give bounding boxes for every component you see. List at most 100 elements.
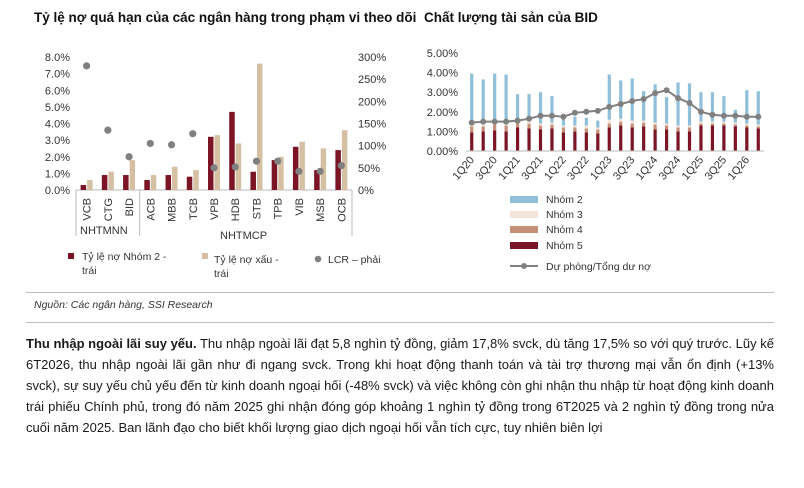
bar-group3 (481, 124, 485, 127)
bar-group5 (733, 126, 737, 151)
y-left-tick-label: 5.0% (45, 102, 70, 114)
point-lcr (146, 139, 154, 148)
x-tick-label: VCB (82, 198, 94, 221)
point-provision (743, 113, 750, 120)
bar-group2 (596, 120, 600, 128)
bar-group2 (584, 117, 588, 126)
bar-group3 (607, 119, 611, 124)
x-tick-label: 1Q24 (634, 154, 660, 182)
bar-group5 (527, 128, 531, 151)
bar-group5 (642, 126, 646, 151)
bar-group3 (733, 122, 737, 125)
bar-group3 (642, 120, 646, 123)
body-paragraph: Thu nhập ngoài lãi suy yếu. Thu nhập ngo… (26, 333, 774, 438)
y-right-tick-label: 100% (358, 141, 386, 153)
line-provision (471, 89, 759, 124)
legend-group3-swatch (510, 211, 538, 218)
bar-group4 (550, 124, 554, 129)
point-lcr (295, 167, 303, 175)
legend-swatch-npl (68, 253, 74, 259)
y-tick-label: 3.00% (427, 87, 458, 99)
legend-label-bad: trái (214, 268, 229, 280)
point-lcr (83, 62, 91, 70)
bar-group4 (504, 125, 508, 132)
bar-group3 (550, 122, 554, 125)
point-provision (732, 112, 739, 119)
point-provision (514, 117, 521, 124)
bar-group5 (573, 131, 577, 151)
y-left-tick-label: 8.0% (45, 52, 70, 64)
bar-group5 (538, 129, 543, 151)
bar-bad-debt (87, 180, 93, 190)
point-provision (503, 118, 510, 125)
bar-group2 (607, 74, 611, 120)
y-left-tick-label: 2.0% (45, 152, 70, 164)
point-provision (686, 99, 693, 106)
bar-group3 (573, 125, 577, 128)
bar-group5 (722, 125, 726, 151)
bar-group3 (756, 124, 760, 127)
bar-group2 (504, 74, 508, 124)
bar-group3 (699, 121, 703, 124)
bar-group3 (664, 123, 669, 126)
y-tick-label: 2.00% (427, 107, 458, 119)
bar-group2 (745, 90, 749, 124)
x-tick-label: 3Q24 (657, 154, 683, 182)
y-left-tick-label: 1.0% (45, 168, 70, 180)
bar-group5 (756, 128, 760, 151)
bar-group2 (550, 96, 554, 123)
bar-group4 (630, 123, 634, 128)
bar-npl-group2 (229, 111, 235, 190)
y-left-tick-label: 7.0% (45, 69, 70, 81)
bar-group2 (710, 92, 715, 122)
bar-group2 (493, 73, 497, 123)
bar-group4 (481, 126, 485, 132)
divider (26, 292, 774, 293)
group-label: NHTMCP (220, 230, 267, 242)
bar-group3 (653, 122, 657, 125)
bar-group3 (676, 125, 680, 128)
point-provision (709, 111, 716, 118)
paragraph-body: Thu nhập ngoài lãi đạt 5,8 nghìn tỷ đồng… (26, 336, 774, 435)
bar-group2 (653, 84, 657, 123)
bar-group2 (527, 94, 531, 122)
x-tick-label: CTG (103, 198, 115, 221)
point-provision (526, 115, 533, 122)
legend-label-npl: trái (82, 265, 97, 277)
bar-group2 (664, 97, 669, 124)
bar-group3 (630, 120, 634, 124)
bar-group4 (527, 123, 531, 129)
right-chart-title: Chất lượng tài sản của BID (424, 10, 598, 25)
legend-label-npl: Tỷ lệ nợ Nhóm 2 - (82, 251, 167, 263)
point-provision (491, 118, 498, 125)
point-provision (468, 119, 475, 126)
point-lcr (167, 141, 176, 149)
legend-provision-label: Dự phòng/Tổng dư nợ (546, 261, 651, 273)
x-tick-label: 1Q21 (496, 154, 522, 182)
x-tick-label: 1Q25 (680, 154, 706, 182)
bar-group5 (687, 131, 692, 151)
bar-group5 (561, 132, 566, 151)
bar-group2 (722, 96, 726, 122)
y-tick-label: 1.00% (427, 126, 458, 138)
legend-group4-label: Nhóm 4 (546, 224, 583, 236)
x-tick-label: 3Q25 (703, 154, 729, 182)
point-provision (583, 108, 590, 115)
bar-group5 (515, 127, 520, 151)
source-note: Nguồn: Các ngân hàng, SSI Research (34, 299, 213, 311)
legend-group5-label: Nhóm 5 (546, 240, 583, 252)
bar-group4 (573, 127, 577, 132)
y-right-tick-label: 300% (358, 52, 386, 64)
bar-group4 (642, 122, 646, 127)
bar-group5 (550, 128, 554, 151)
point-provision (652, 90, 659, 97)
y-right-tick-label: 200% (358, 96, 386, 108)
bar-group4 (493, 124, 497, 131)
point-lcr (125, 153, 133, 161)
y-right-tick-label: 50% (358, 163, 380, 175)
npl-by-bank-chart: 0.0% 1.0% 2.0% 3.0% 4.0% 5.0% 6.0% 7.0% 8.0% 0% 50… (45, 52, 386, 280)
bar-group4 (596, 129, 600, 134)
legend-group4-swatch (510, 226, 538, 233)
bar-group4 (538, 125, 543, 130)
bar-npl-group2 (292, 146, 299, 190)
